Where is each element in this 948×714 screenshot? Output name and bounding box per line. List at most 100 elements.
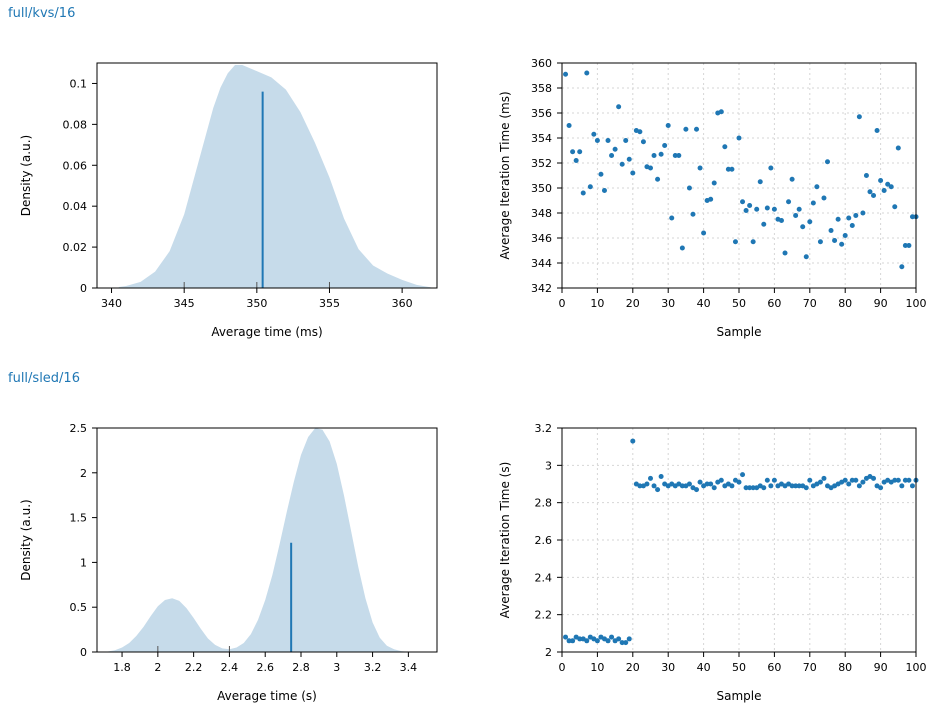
- sample-point: [750, 239, 756, 245]
- sample-point: [683, 126, 689, 132]
- sample-point: [909, 214, 915, 220]
- sample-point: [630, 438, 636, 444]
- benchmark-title[interactable]: full/kvs/16: [8, 6, 76, 21]
- sample-point: [782, 250, 788, 256]
- x-tick-label: 10: [590, 661, 604, 674]
- plot-frame: [96, 427, 438, 653]
- sample-point: [694, 487, 700, 493]
- y-tick-label: 2.6: [535, 534, 553, 547]
- sample-point: [874, 128, 880, 133]
- sample-point: [764, 205, 770, 211]
- x-tick-label: 345: [174, 297, 195, 310]
- sample-point: [807, 219, 813, 225]
- sample-point: [626, 156, 632, 162]
- sample-point: [729, 483, 735, 489]
- x-tick-label: 20: [626, 297, 640, 310]
- sample-point: [655, 176, 661, 182]
- x-tick-label: 30: [661, 297, 675, 310]
- sample-point: [616, 104, 622, 110]
- sample-point: [601, 188, 607, 193]
- sample-point: [842, 233, 848, 238]
- sample-point: [598, 171, 604, 177]
- x-tick-label: 3: [333, 661, 340, 674]
- sample-point: [888, 184, 894, 190]
- sample-point: [789, 176, 795, 182]
- sample-point: [718, 109, 724, 115]
- x-tick-label: 3.2: [364, 661, 382, 674]
- x-tick-label: 2: [154, 661, 161, 674]
- sample-point: [846, 481, 852, 487]
- sample-point: [718, 477, 724, 483]
- sample-point: [878, 485, 884, 491]
- x-tick-label: 10: [590, 297, 604, 310]
- y-tick-label: 0.02: [63, 241, 88, 254]
- sample-point: [856, 483, 862, 489]
- x-tick-label: 0: [559, 297, 566, 310]
- sample-point: [648, 165, 653, 171]
- x-tick-label: 1.8: [113, 661, 131, 674]
- sample-point: [740, 199, 746, 205]
- sample-point: [906, 243, 912, 248]
- x-tick-label: 70: [803, 661, 817, 674]
- sample-point: [609, 634, 615, 640]
- y-axis-label: Average Iteration Time (s): [498, 462, 512, 619]
- sample-point: [849, 477, 855, 483]
- sample-point: [566, 638, 572, 644]
- sample-point: [690, 211, 696, 217]
- x-tick-label: 80: [838, 661, 852, 674]
- sample-point: [803, 254, 809, 260]
- sample-point: [623, 138, 629, 143]
- x-tick-label: 2.4: [221, 661, 239, 674]
- sample-point: [594, 638, 600, 644]
- sample-point: [697, 479, 703, 485]
- benchmark-title[interactable]: full/sled/16: [8, 371, 80, 386]
- x-tick-label: 355: [319, 297, 340, 310]
- sample-point: [853, 477, 859, 483]
- sample-point: [651, 483, 657, 489]
- y-tick-label: 346: [531, 232, 552, 245]
- sample-point: [711, 180, 717, 186]
- sample-point: [842, 477, 848, 483]
- x-tick-label: 20: [626, 661, 640, 674]
- sample-point: [644, 481, 650, 487]
- sample-point: [892, 477, 898, 483]
- y-tick-label: 2.2: [535, 609, 553, 622]
- sample-point: [679, 245, 685, 251]
- sample-point: [764, 477, 770, 483]
- sample-point: [814, 184, 820, 190]
- y-tick-label: 352: [531, 157, 552, 170]
- y-tick-label: 2.5: [70, 422, 88, 435]
- sample-point: [846, 215, 852, 221]
- sample-point: [743, 208, 749, 213]
- sample-point: [679, 483, 685, 489]
- sample-point: [630, 170, 636, 176]
- sample-point: [828, 228, 834, 233]
- sample-point: [736, 479, 742, 485]
- sample-point: [648, 475, 653, 481]
- sample-point: [771, 206, 777, 212]
- sample-point: [619, 640, 625, 646]
- sample-point: [672, 153, 678, 158]
- y-tick-label: 3.2: [535, 422, 553, 435]
- y-tick-label: 354: [531, 132, 552, 145]
- sample-point: [704, 481, 710, 487]
- sample-point: [825, 159, 830, 165]
- x-tick-label: 60: [767, 297, 781, 310]
- sample-point: [725, 166, 731, 172]
- sample-point: [899, 264, 905, 270]
- sample-point: [867, 189, 873, 195]
- sample-point: [821, 475, 827, 481]
- sample-point: [906, 477, 912, 483]
- sample-point: [701, 230, 707, 236]
- x-tick-label: 90: [874, 661, 888, 674]
- sample-point: [757, 179, 763, 185]
- sample-point: [566, 123, 572, 128]
- sample-point: [747, 203, 753, 208]
- sample-point: [612, 146, 618, 152]
- sample-point: [637, 483, 643, 489]
- sample-point: [669, 215, 675, 221]
- y-tick-label: 0.08: [63, 118, 88, 131]
- x-tick-label: 360: [392, 297, 413, 310]
- sample-point: [793, 213, 799, 218]
